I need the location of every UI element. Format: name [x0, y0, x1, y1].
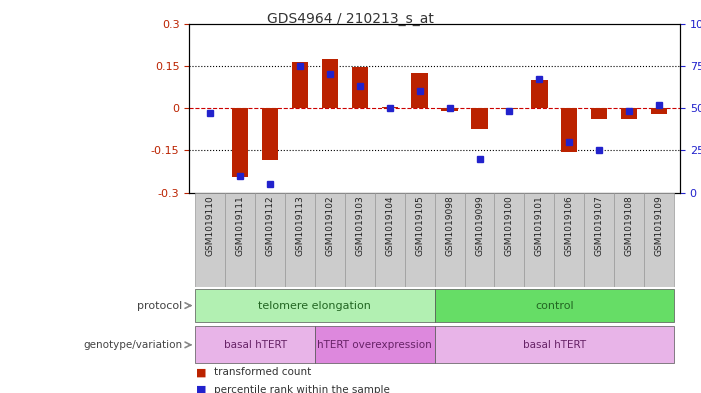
- Text: GSM1019110: GSM1019110: [205, 195, 215, 256]
- Text: GSM1019104: GSM1019104: [386, 195, 394, 256]
- Bar: [651, 108, 667, 114]
- Bar: [501, 108, 517, 110]
- Bar: [531, 80, 547, 108]
- Text: GSM1019103: GSM1019103: [355, 195, 365, 256]
- Text: GSM1019106: GSM1019106: [565, 195, 573, 256]
- Bar: [352, 67, 368, 108]
- Text: GSM1019109: GSM1019109: [655, 195, 664, 256]
- FancyBboxPatch shape: [375, 193, 404, 287]
- FancyBboxPatch shape: [196, 326, 315, 364]
- Text: GSM1019101: GSM1019101: [535, 195, 544, 256]
- FancyBboxPatch shape: [435, 193, 465, 287]
- FancyBboxPatch shape: [435, 289, 674, 322]
- Text: ■: ■: [196, 385, 207, 393]
- Text: GSM1019102: GSM1019102: [325, 195, 334, 256]
- FancyBboxPatch shape: [614, 193, 644, 287]
- Text: percentile rank within the sample: percentile rank within the sample: [214, 385, 390, 393]
- Text: protocol: protocol: [137, 301, 182, 310]
- Text: basal hTERT: basal hTERT: [224, 340, 287, 350]
- Text: GSM1019113: GSM1019113: [296, 195, 304, 256]
- FancyBboxPatch shape: [465, 193, 494, 287]
- Text: control: control: [535, 301, 573, 310]
- Text: GSM1019112: GSM1019112: [266, 195, 275, 256]
- FancyBboxPatch shape: [435, 326, 674, 364]
- Text: GSM1019111: GSM1019111: [236, 195, 245, 256]
- Text: telomere elongation: telomere elongation: [259, 301, 372, 310]
- Text: GSM1019100: GSM1019100: [505, 195, 514, 256]
- FancyBboxPatch shape: [494, 193, 524, 287]
- FancyBboxPatch shape: [644, 193, 674, 287]
- FancyBboxPatch shape: [225, 193, 255, 287]
- FancyBboxPatch shape: [285, 193, 315, 287]
- Bar: [442, 108, 458, 111]
- FancyBboxPatch shape: [196, 289, 435, 322]
- Text: GSM1019105: GSM1019105: [415, 195, 424, 256]
- FancyBboxPatch shape: [196, 193, 225, 287]
- FancyBboxPatch shape: [584, 193, 614, 287]
- FancyBboxPatch shape: [315, 326, 435, 364]
- Bar: [262, 108, 278, 160]
- Bar: [621, 108, 637, 119]
- Bar: [471, 108, 488, 129]
- Text: basal hTERT: basal hTERT: [523, 340, 586, 350]
- FancyBboxPatch shape: [345, 193, 375, 287]
- Text: GDS4964 / 210213_s_at: GDS4964 / 210213_s_at: [267, 12, 434, 26]
- Text: GSM1019107: GSM1019107: [594, 195, 604, 256]
- Bar: [292, 62, 308, 108]
- Text: GSM1019108: GSM1019108: [625, 195, 634, 256]
- Bar: [322, 59, 338, 108]
- FancyBboxPatch shape: [524, 193, 554, 287]
- Text: ■: ■: [196, 367, 207, 377]
- FancyBboxPatch shape: [554, 193, 584, 287]
- FancyBboxPatch shape: [255, 193, 285, 287]
- Bar: [561, 108, 578, 152]
- FancyBboxPatch shape: [404, 193, 435, 287]
- Bar: [591, 108, 607, 119]
- FancyBboxPatch shape: [315, 193, 345, 287]
- Text: transformed count: transformed count: [214, 367, 311, 377]
- Text: genotype/variation: genotype/variation: [83, 340, 182, 350]
- Text: GSM1019099: GSM1019099: [475, 195, 484, 256]
- Bar: [411, 73, 428, 108]
- Bar: [232, 108, 248, 177]
- Bar: [381, 107, 398, 108]
- Text: hTERT overexpression: hTERT overexpression: [318, 340, 432, 350]
- Text: GSM1019098: GSM1019098: [445, 195, 454, 256]
